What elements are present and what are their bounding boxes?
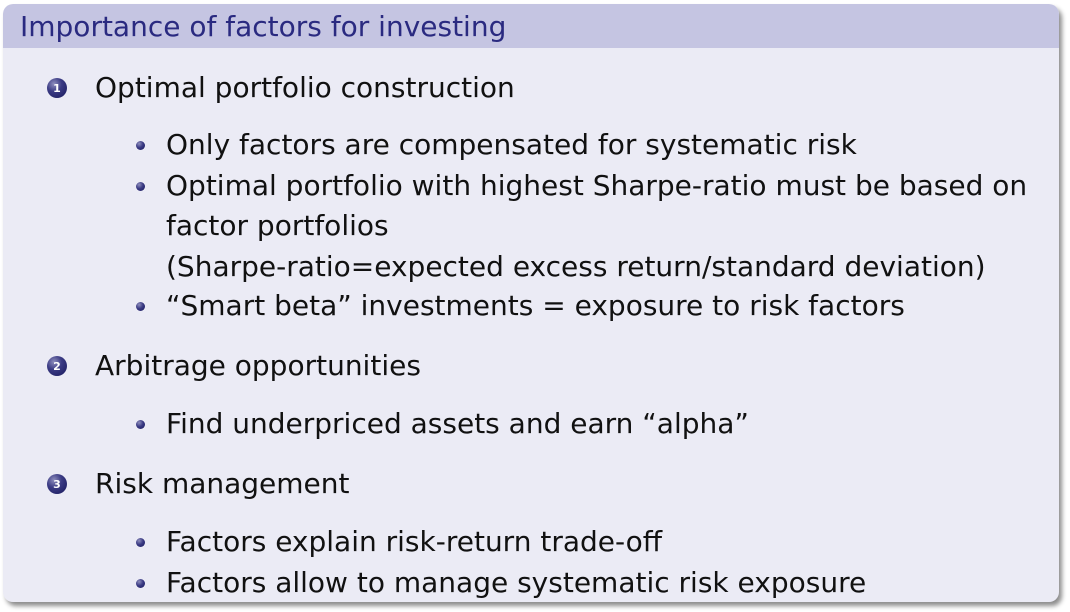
bullet-icon — [136, 182, 145, 191]
title-bar: Importance of factors for investing — [3, 4, 1059, 48]
numbered-item-3: 3 Risk management — [47, 466, 350, 502]
item-heading: Arbitrage opportunities — [95, 349, 421, 382]
item-heading: Optimal portfolio construction — [95, 71, 515, 104]
bullet-text: “Smart beta” investments = exposure to r… — [166, 289, 905, 322]
bullet-icon — [136, 141, 145, 150]
slide-title: Importance of factors for investing — [20, 10, 507, 43]
bullet-icon — [136, 302, 145, 311]
numbered-item-1: 1 Optimal portfolio construction — [47, 70, 515, 106]
bullet-icon — [136, 420, 145, 429]
bullet-text: Factors allow to manage systematic risk … — [166, 566, 867, 599]
number-ball-icon: 1 — [47, 78, 67, 98]
numbered-item-2: 2 Arbitrage opportunities — [47, 348, 421, 384]
bullet-text: Optimal portfolio with highest Sharpe-ra… — [166, 169, 1028, 202]
bullet-text: Factors explain risk-return trade-off — [166, 525, 663, 558]
slide: Importance of factors for investing 1 Op… — [3, 4, 1059, 602]
bullet-icon — [136, 579, 145, 588]
bullet-text: Find underpriced assets and earn “alpha” — [166, 407, 749, 440]
number-ball-icon: 2 — [47, 356, 67, 376]
bullet-icon — [136, 538, 145, 547]
item-heading: Risk management — [95, 467, 350, 500]
bullet-text-continuation: factor portfolios — [166, 209, 389, 242]
bullet-text: Only factors are compensated for systema… — [166, 128, 857, 161]
number-ball-icon: 3 — [47, 474, 67, 494]
bullet-text-continuation: (Sharpe-ratio=expected excess return/sta… — [166, 250, 986, 283]
